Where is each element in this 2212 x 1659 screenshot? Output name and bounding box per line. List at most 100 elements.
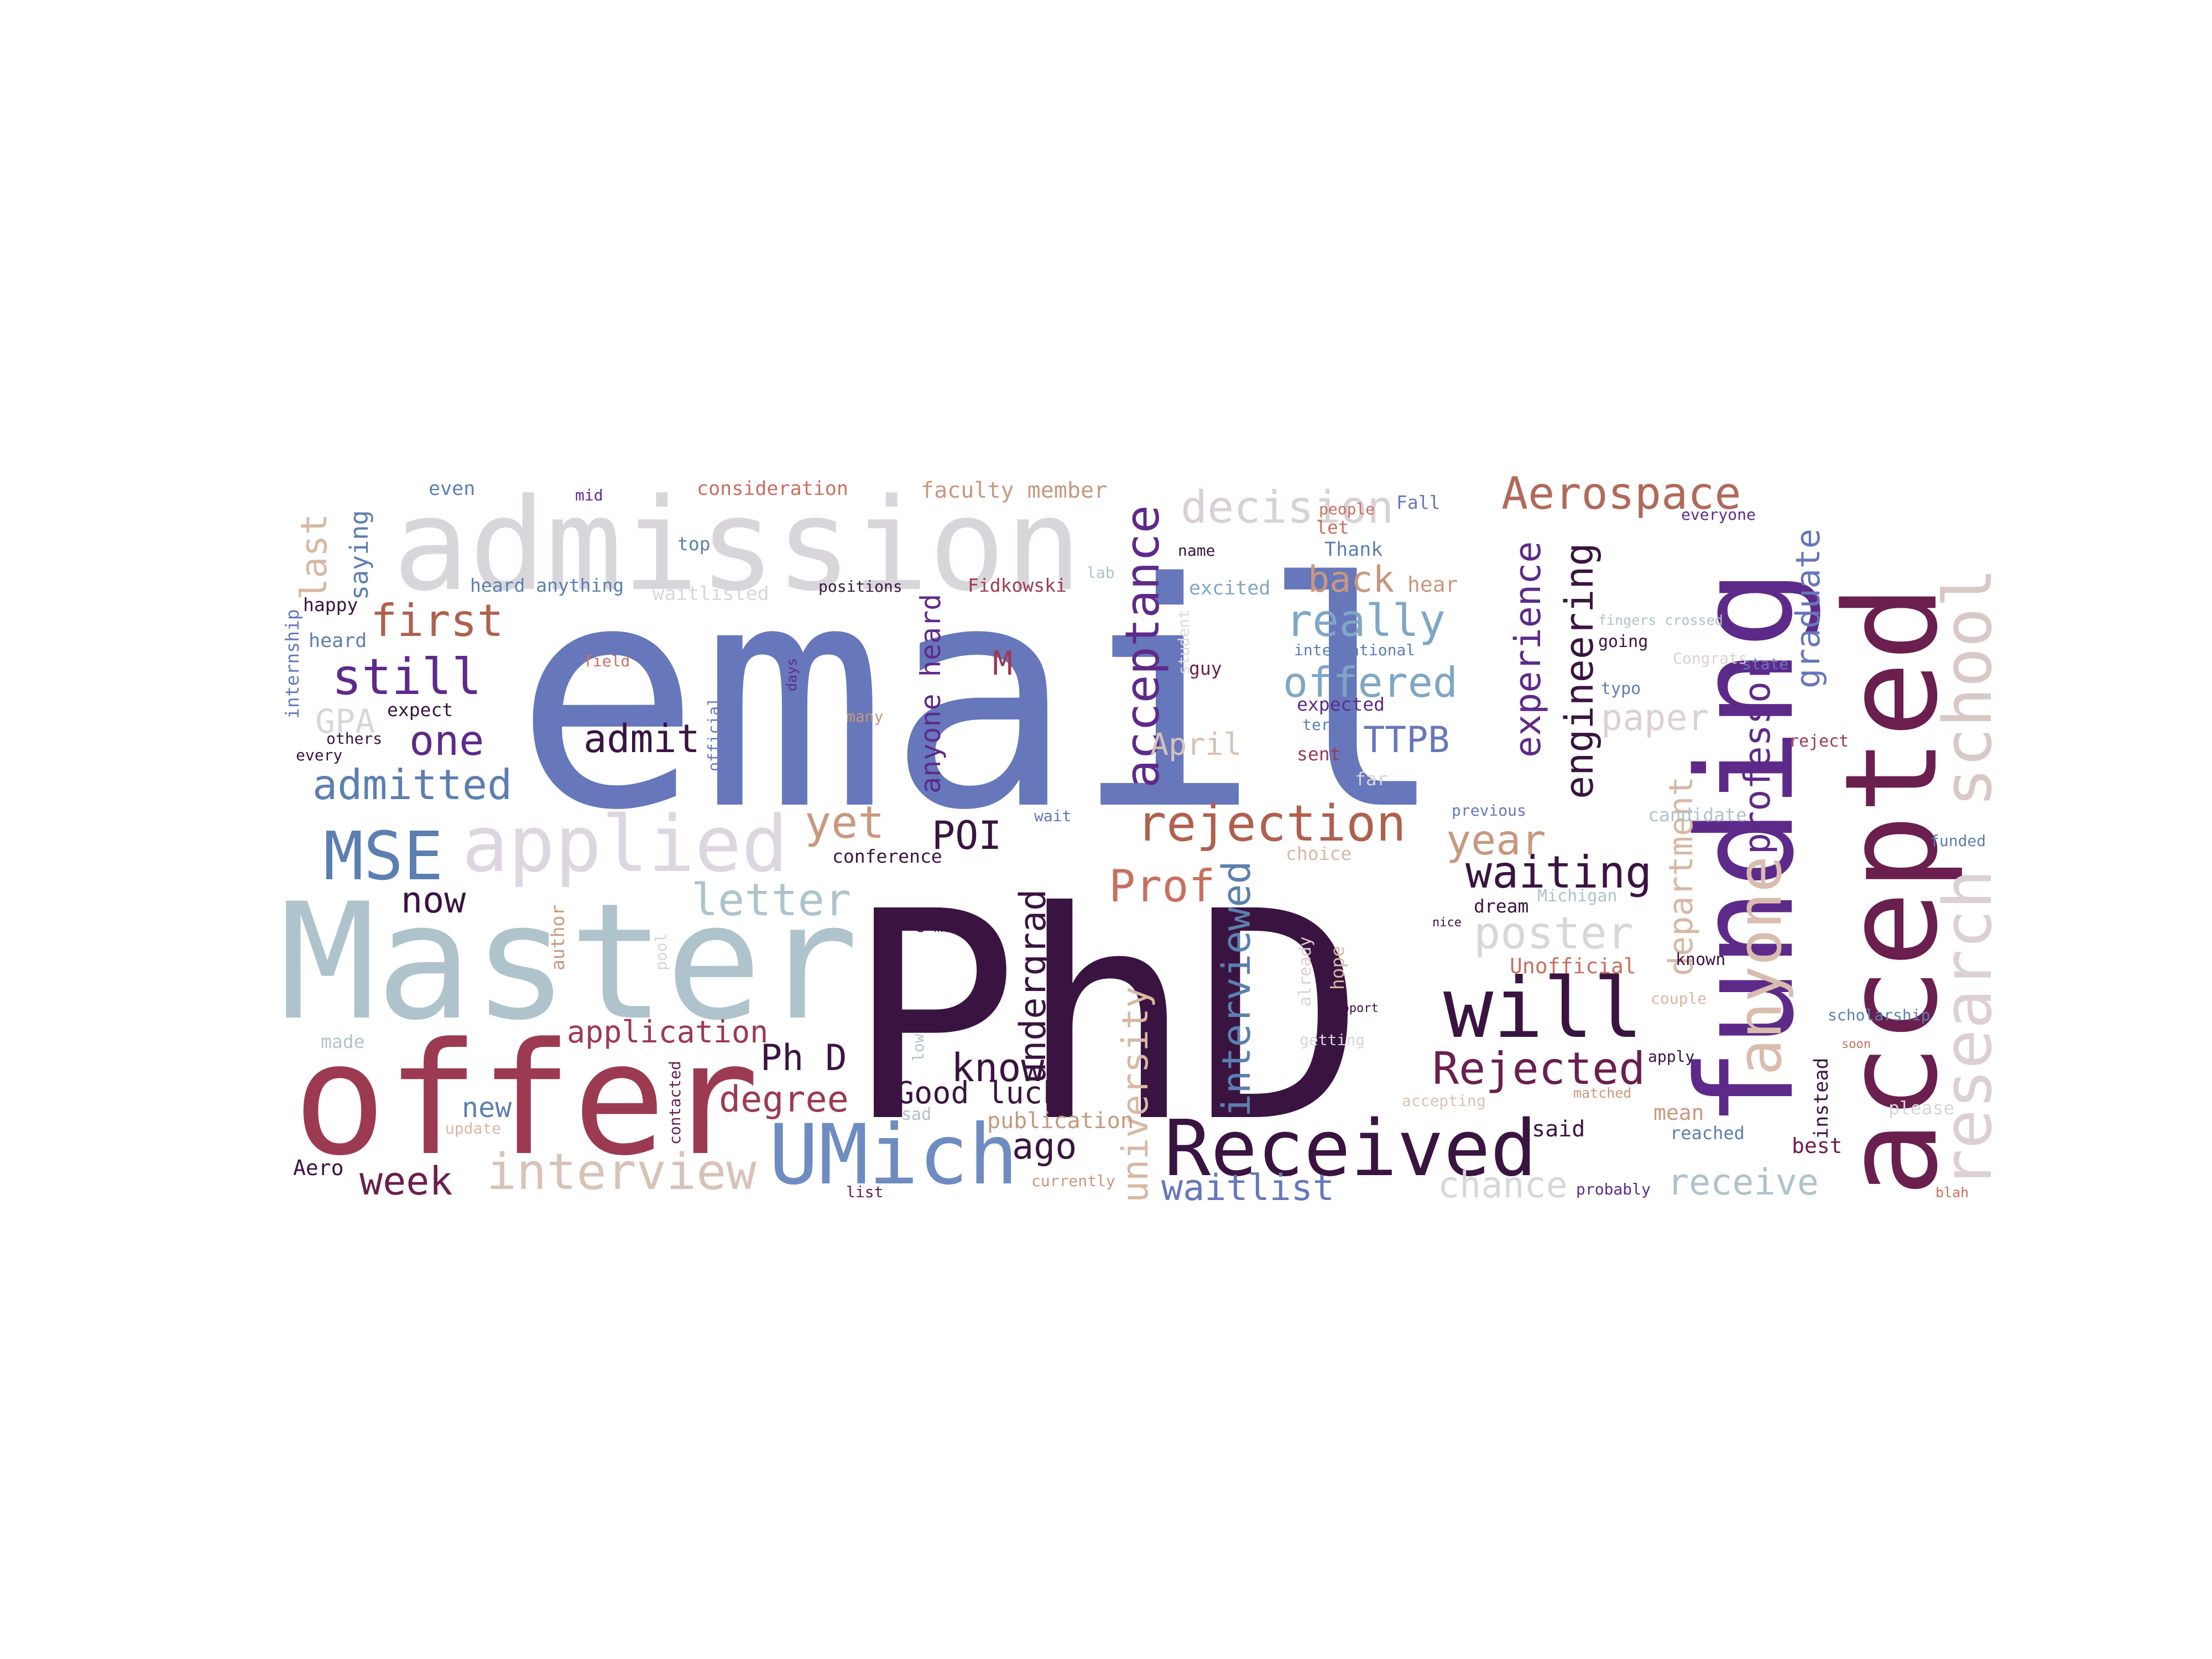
word-matched: matched [1573, 1085, 1631, 1101]
word-year: year [1446, 816, 1546, 864]
word-choice: choice [1286, 843, 1352, 864]
word-rejected: Rejected [1432, 1043, 1645, 1094]
word-mean: mean [1653, 1100, 1704, 1125]
word-phd: PhD [846, 850, 1365, 1185]
word-even: even [429, 478, 475, 500]
word-decision: decision [1181, 482, 1394, 533]
word-blah: blah [1936, 1185, 1969, 1201]
word-every: every [296, 746, 342, 764]
word-admit: admit [583, 716, 700, 761]
word-e-mail: e mail [915, 917, 971, 936]
word-known: known [1676, 950, 1725, 969]
word-contacted: contacted [666, 1061, 684, 1145]
word-hear: hear [1407, 572, 1458, 597]
word-school: school [1930, 568, 2007, 807]
word-lab: lab [1087, 564, 1115, 582]
word-sent: sent [1297, 743, 1340, 765]
word-research: research [1930, 869, 2007, 1189]
word-sad: sad [901, 1105, 931, 1124]
word-already: already [1296, 937, 1315, 1006]
word-new: new [462, 1092, 512, 1124]
word-heard: heard [309, 630, 367, 652]
word-university: university [1115, 987, 1156, 1203]
word-best: best [1792, 1134, 1843, 1158]
word-others: others [326, 729, 382, 748]
word-master: Master [279, 869, 859, 1056]
word-experience: experience [1507, 541, 1549, 758]
word-soon: soon [1841, 1037, 1871, 1051]
word-days: days [784, 658, 800, 691]
word-couple: couple [1651, 989, 1707, 1008]
word-paper: paper [1601, 697, 1709, 739]
word-conference: conference [832, 846, 942, 867]
word-rejection: rejection [1136, 795, 1406, 853]
word-accepting: accepting [1402, 1092, 1486, 1110]
word-low: low [909, 1034, 927, 1062]
word-dream: dream [1474, 895, 1528, 917]
word-first: first [371, 595, 504, 646]
word-will: will [1443, 961, 1643, 1057]
word-people: people [1319, 500, 1375, 518]
word-received: Received [1164, 1104, 1537, 1194]
word-letter: letter [691, 874, 851, 926]
word-funded: funded [1930, 832, 1986, 850]
word-getting: getting [1300, 1031, 1365, 1049]
word-ttpb: TTPB [1363, 719, 1450, 761]
word-april: April [1150, 727, 1242, 762]
word-made: made [321, 1031, 364, 1052]
word-mid: mid [575, 486, 603, 504]
word-offered: offered [1283, 658, 1458, 707]
word-accepted: accepted [1818, 585, 1966, 1197]
word-consideration: consideration [697, 478, 848, 500]
word-poster: poster [1474, 907, 1634, 959]
word-far: far [1355, 768, 1388, 790]
word-instead: instead [1811, 1057, 1833, 1139]
word-nice: nice [1432, 916, 1462, 930]
word-expected: expected [1297, 693, 1385, 715]
word-saying: saying [345, 510, 374, 600]
word-ago: ago [1012, 1126, 1077, 1167]
word-heard-anything: heard anything [470, 575, 624, 596]
word-week: week [359, 1159, 453, 1204]
word-state: state [1742, 655, 1788, 673]
word-ph-d: Ph D [760, 1037, 847, 1079]
word-funding: funding [1668, 569, 1823, 1128]
word-apply: apply [1648, 1047, 1694, 1066]
word-anyone: anyone [1724, 856, 1795, 1076]
word-positions: positions [818, 577, 902, 596]
word-international: international [1294, 641, 1415, 659]
word-michigan: Michigan [1537, 886, 1618, 906]
word-application: application [567, 1014, 768, 1050]
word-prof: Prof [1109, 860, 1215, 912]
word-everyone: everyone [1681, 505, 1756, 524]
word-please: please [1888, 1097, 1954, 1119]
word-fingers-crossed: fingers crossed [1598, 612, 1723, 628]
word-know: know [951, 1045, 1045, 1091]
word-interview: interview [487, 1143, 757, 1201]
word-faculty-member: faculty member [921, 478, 1107, 503]
word-scholarship: scholarship [1828, 1006, 1930, 1024]
word-happy: happy [303, 594, 358, 615]
word-mse: MSE [324, 818, 444, 895]
word-aerospace: Aerospace [1501, 468, 1741, 519]
word-one: one [409, 716, 484, 765]
word-currently: currently [1031, 1172, 1115, 1190]
word-field: field [583, 652, 630, 670]
word-pool: pool [652, 933, 670, 971]
word-now: now [401, 880, 466, 921]
word-said: said [1532, 1117, 1585, 1142]
word-chance: chance [1438, 1165, 1568, 1206]
word-umich: UMich [769, 1107, 1019, 1203]
word-degree: degree [719, 1079, 849, 1120]
word-thank: Thank [1324, 539, 1383, 561]
word-email: email [514, 518, 1447, 878]
word-interviewed: interviewed [1214, 860, 1259, 1117]
word-hope: hope [1327, 946, 1348, 990]
word-term: term [1302, 716, 1339, 734]
word-fall: Fall [1396, 492, 1440, 513]
word-candidate: candidate [1648, 804, 1747, 826]
word-student: student [1175, 609, 1193, 675]
word-expect: expect [387, 699, 453, 721]
